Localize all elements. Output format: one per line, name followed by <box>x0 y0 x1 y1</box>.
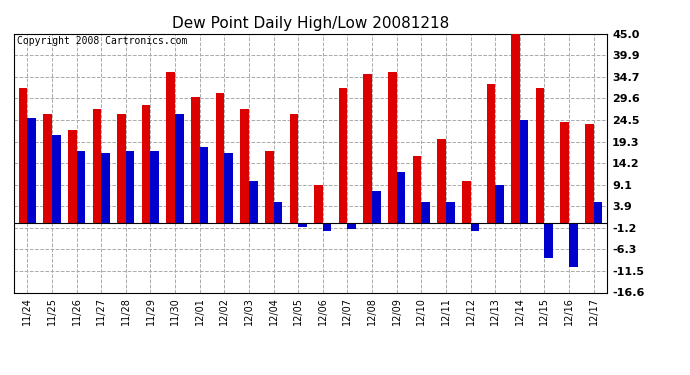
Bar <box>224 153 233 223</box>
Bar <box>101 153 110 223</box>
Bar <box>422 202 430 223</box>
Bar <box>314 185 323 223</box>
Bar <box>446 202 455 223</box>
Bar <box>150 152 159 223</box>
Bar <box>585 124 593 223</box>
Text: Copyright 2008 Cartronics.com: Copyright 2008 Cartronics.com <box>17 36 187 46</box>
Bar <box>593 202 602 223</box>
Title: Dew Point Daily High/Low 20081218: Dew Point Daily High/Low 20081218 <box>172 16 449 31</box>
Bar <box>462 181 471 223</box>
Bar <box>43 114 52 223</box>
Bar <box>544 223 553 258</box>
Bar <box>323 223 331 231</box>
Bar <box>471 223 479 231</box>
Bar <box>339 88 348 223</box>
Bar <box>495 185 504 223</box>
Bar <box>199 147 208 223</box>
Bar <box>437 139 446 223</box>
Bar <box>364 74 372 223</box>
Bar <box>92 110 101 223</box>
Bar <box>240 110 249 223</box>
Bar <box>569 223 578 267</box>
Bar <box>298 223 307 227</box>
Bar <box>191 97 199 223</box>
Bar <box>19 88 28 223</box>
Bar <box>142 105 150 223</box>
Bar <box>348 223 356 229</box>
Bar <box>52 135 61 223</box>
Bar <box>126 152 135 223</box>
Bar <box>536 88 544 223</box>
Bar <box>413 156 422 223</box>
Bar <box>175 114 184 223</box>
Bar <box>166 72 175 223</box>
Bar <box>117 114 126 223</box>
Bar <box>265 152 273 223</box>
Bar <box>273 202 282 223</box>
Bar <box>290 114 298 223</box>
Bar <box>388 72 397 223</box>
Bar <box>511 34 520 223</box>
Bar <box>560 122 569 223</box>
Bar <box>520 120 529 223</box>
Bar <box>28 118 36 223</box>
Bar <box>216 93 224 223</box>
Bar <box>372 191 381 223</box>
Bar <box>249 181 257 223</box>
Bar <box>397 172 405 223</box>
Bar <box>486 84 495 223</box>
Bar <box>68 130 77 223</box>
Bar <box>77 152 85 223</box>
